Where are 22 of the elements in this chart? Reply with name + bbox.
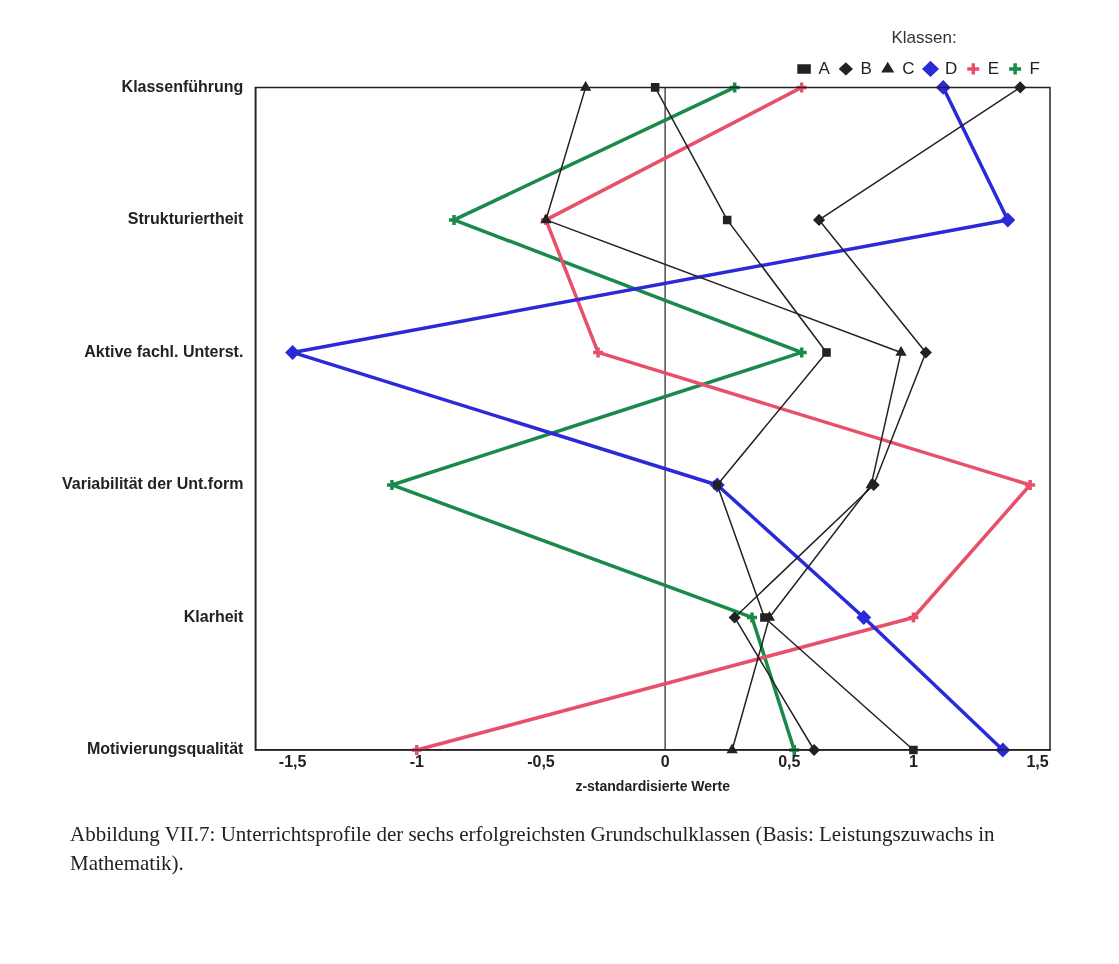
legend-label: C bbox=[902, 58, 915, 78]
x-tick-label: 0 bbox=[660, 753, 670, 771]
x-tick-label: 0,5 bbox=[778, 753, 801, 771]
legend-label: A bbox=[818, 58, 831, 78]
x-tick-label: -1,5 bbox=[278, 753, 307, 771]
x-tick-label: 1,5 bbox=[1026, 753, 1049, 771]
x-tick-label: -1 bbox=[409, 753, 424, 771]
legend-label: E bbox=[987, 58, 1000, 78]
y-tick-label: Strukturiertheit bbox=[127, 210, 245, 228]
legend-title: Klassen: bbox=[891, 28, 957, 48]
y-tick-label: Motivierungsqualität bbox=[86, 740, 245, 758]
y-tick-label: Klassenführung bbox=[121, 77, 244, 95]
x-axis-title: z-standardisierte Werte bbox=[575, 778, 731, 795]
x-tick-label: 1 bbox=[908, 753, 918, 771]
y-tick-label: Aktive fachl. Unterst. bbox=[84, 342, 244, 360]
legend-label: B bbox=[860, 58, 872, 78]
y-tick-label: Variabilität der Unt.form bbox=[61, 475, 244, 493]
y-tick-label: Klarheit bbox=[183, 607, 245, 625]
legend-label: D bbox=[945, 58, 958, 78]
x-tick-label: -0,5 bbox=[527, 753, 555, 771]
legend-label: F bbox=[1029, 58, 1041, 78]
text: Abbildung VII.7: Unterrichtsprofile der sechs erfolgreichsten Grundschulklassen (Basis: Leistungszuwachs in Mathematik). bbox=[70, 821, 996, 878]
